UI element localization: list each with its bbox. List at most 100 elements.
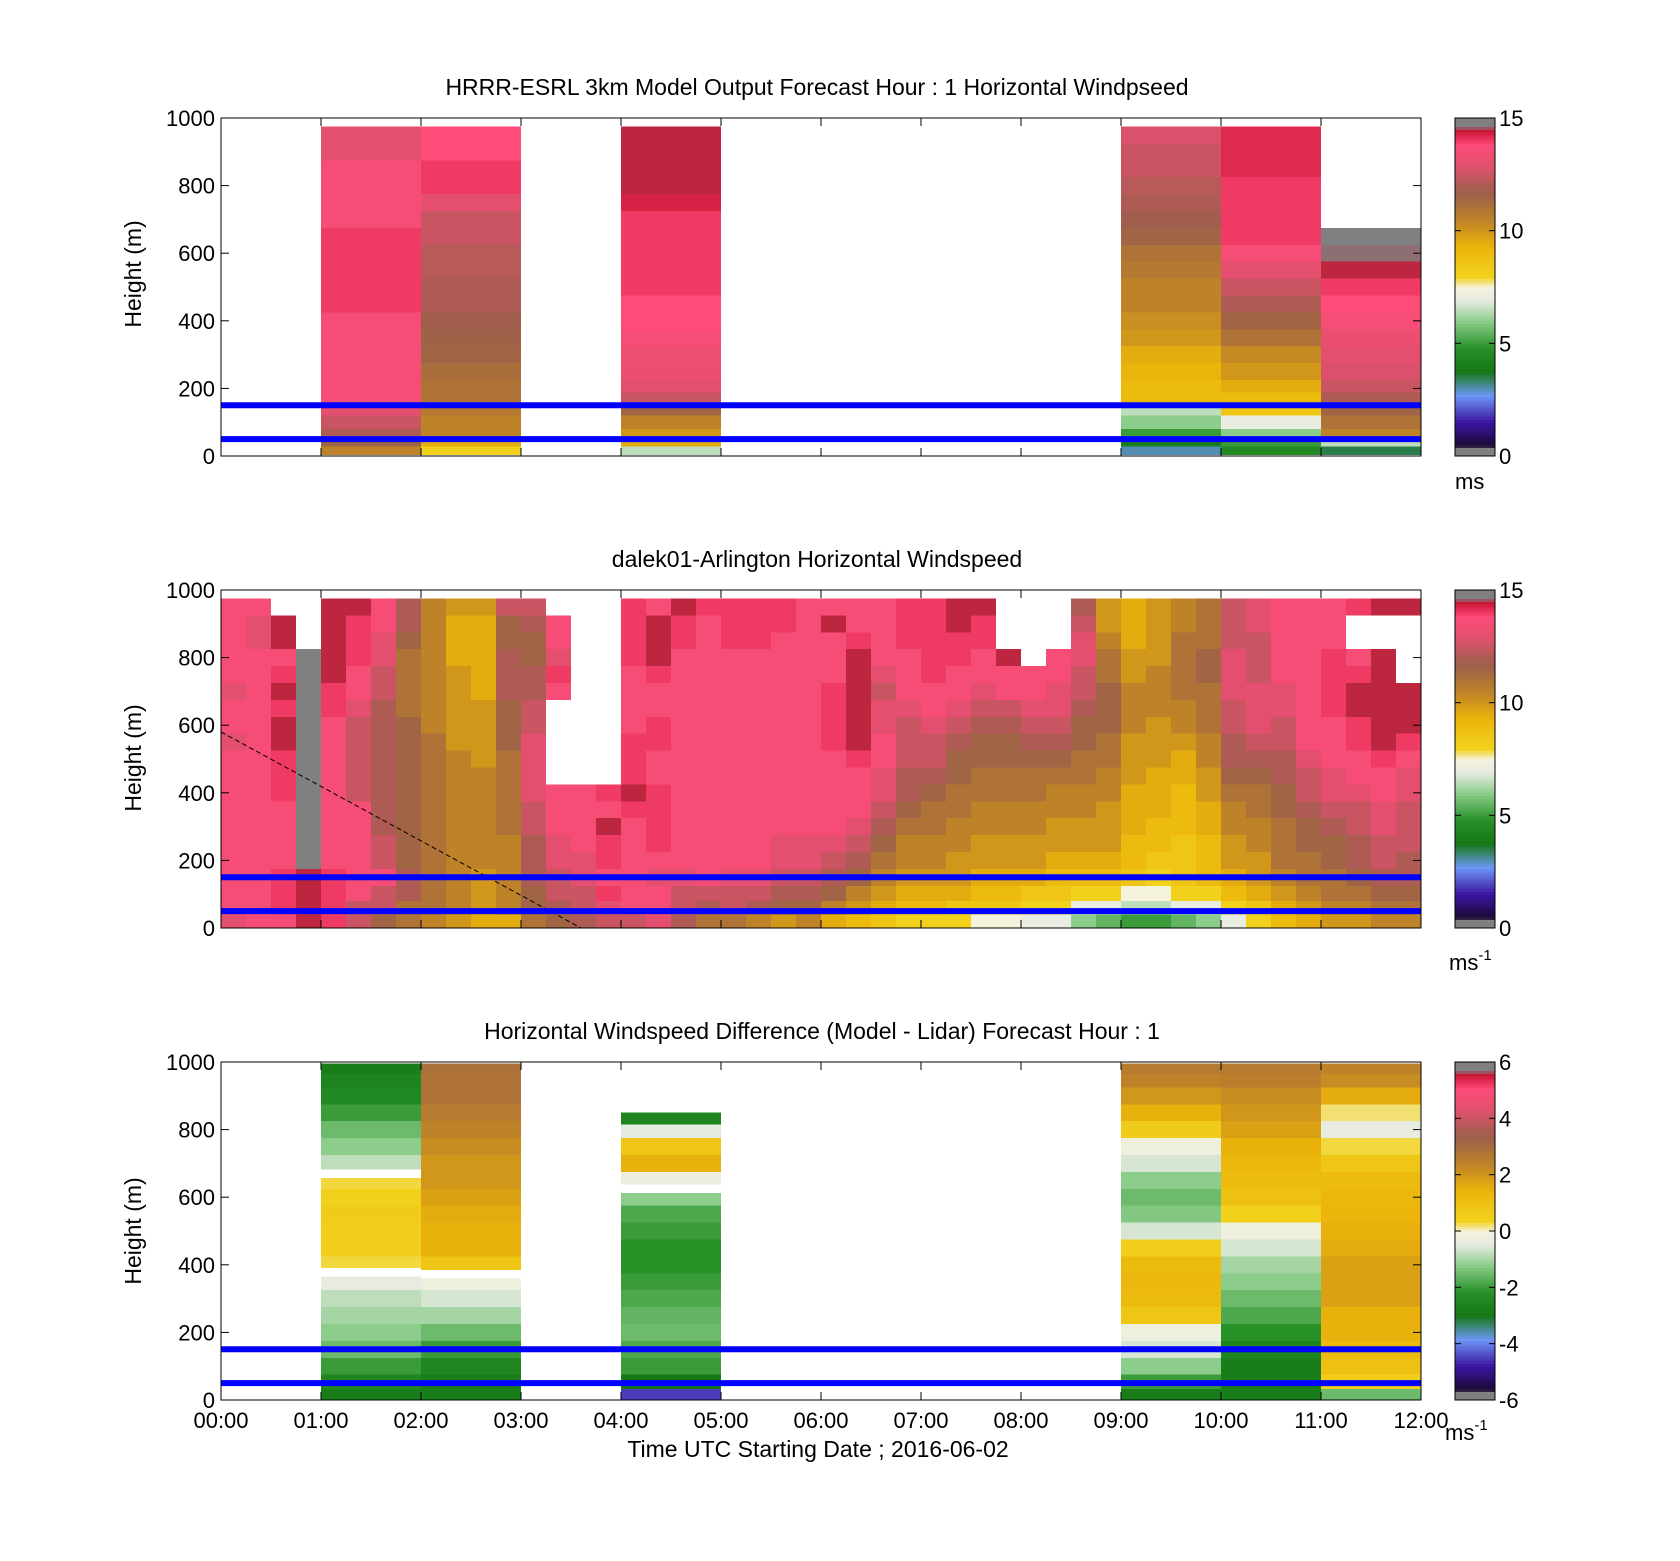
heatmap-cell <box>1121 392 1221 403</box>
heatmap-cell <box>671 699 696 717</box>
colorbar-segment <box>1455 699 1495 704</box>
heatmap-cell <box>1071 801 1096 819</box>
heatmap-cell <box>1046 851 1071 869</box>
heatmap-cell <box>221 914 246 928</box>
colorbar-segment <box>1455 365 1495 370</box>
heatmap-cell <box>896 885 921 901</box>
heatmap-cell <box>1096 632 1121 650</box>
colorbar-segment <box>1455 595 1495 600</box>
heatmap-cell <box>846 818 871 836</box>
colorbar-segment <box>1455 132 1495 136</box>
heatmap-cell <box>646 851 671 869</box>
heatmap-cell <box>921 818 946 836</box>
heatmap-cell <box>1121 439 1221 447</box>
panel-title: Horizontal Windspeed Difference (Model -… <box>484 1018 1160 1044</box>
heatmap-cells <box>321 126 1421 456</box>
colorbar-segment <box>1455 143 1495 147</box>
heatmap-cell <box>1071 716 1096 734</box>
heatmap-cell <box>1371 716 1396 734</box>
colorbar-segment <box>1455 1309 1495 1314</box>
heatmap-cell <box>296 801 321 819</box>
heatmap-cell <box>921 885 946 901</box>
heatmap-cell <box>771 598 796 616</box>
heatmap-cell <box>396 733 421 751</box>
heatmap-cell <box>321 428 421 440</box>
heatmap-cell <box>1196 885 1221 901</box>
heatmap-cell <box>421 851 446 869</box>
colorbar-segment <box>1455 1301 1495 1305</box>
heatmap-cell <box>1321 784 1346 802</box>
colorbar-segment <box>1455 832 1495 836</box>
heatmap-cell <box>496 649 521 667</box>
colorbar-segment <box>1455 123 1495 128</box>
heatmap-cell <box>771 835 796 852</box>
heatmap-cell <box>996 914 1021 928</box>
colorbar-segment <box>1455 177 1495 181</box>
heatmap-cell <box>671 716 696 734</box>
heatmap-cell <box>921 750 946 768</box>
unit-base: ms <box>1449 950 1478 975</box>
heatmap-cell <box>1121 914 1146 928</box>
y-tick-label: 0 <box>203 916 215 941</box>
colorbar-segment <box>1455 1231 1495 1235</box>
colorbar-segment <box>1455 222 1495 226</box>
heatmap-cell <box>1346 716 1371 734</box>
colorbar-segment <box>1455 1315 1495 1319</box>
heatmap-cell <box>371 716 396 734</box>
heatmap-cell <box>321 682 346 700</box>
colorbar-segment <box>1455 284 1495 288</box>
colorbar-segment <box>1455 298 1495 302</box>
heatmap-cell <box>1246 835 1271 852</box>
heatmap-cell <box>721 914 746 928</box>
heatmap-cell <box>321 379 421 393</box>
colorbar-segment <box>1455 1329 1495 1333</box>
colorbar-segment <box>1455 408 1495 412</box>
heatmap-cell <box>496 615 521 633</box>
colorbar-segment <box>1455 134 1495 139</box>
heatmap-cell <box>1321 1087 1421 1105</box>
heatmap-cell <box>1121 598 1146 616</box>
colorbar-segment <box>1455 292 1495 297</box>
heatmap-cell <box>1171 801 1196 819</box>
heatmap-cell <box>1246 784 1271 802</box>
heatmap-cell <box>446 835 471 852</box>
colorbar-segment <box>1455 385 1495 389</box>
heatmap-cell <box>1121 632 1146 650</box>
heatmap-cell <box>621 649 646 667</box>
heatmap-cell <box>321 1357 421 1375</box>
colorbar-segment <box>1455 1115 1495 1119</box>
heatmap-cell <box>1021 682 1046 700</box>
colorbar: 0 5 10 15 <box>1454 578 1523 941</box>
colorbar-segment <box>1455 606 1495 611</box>
heatmap-cell <box>1396 733 1421 751</box>
heatmap-cell <box>571 784 596 802</box>
heatmap-cell <box>621 346 721 364</box>
heatmap-cell <box>1096 666 1121 683</box>
heatmap-cell <box>1371 767 1396 785</box>
heatmap-cell <box>621 1154 721 1172</box>
heatmap-cell <box>1096 615 1121 633</box>
heatmap-cell <box>1096 598 1121 616</box>
heatmap-cell <box>971 784 996 802</box>
heatmap-cell <box>421 1239 521 1257</box>
heatmap-cell <box>1096 801 1121 819</box>
heatmap-cell <box>246 767 271 785</box>
heatmap-cell <box>1346 666 1371 683</box>
colorbar-segment <box>1455 702 1495 707</box>
heatmap-cell <box>921 649 946 667</box>
heatmap-cell <box>321 1290 421 1308</box>
heatmap-cell <box>521 750 546 768</box>
heatmap-cell <box>1271 767 1296 785</box>
heatmap-cell <box>1171 649 1196 667</box>
colorbar-segment <box>1455 1132 1495 1136</box>
heatmap-cell <box>871 851 896 869</box>
heatmap-cell <box>346 666 371 683</box>
heatmap-cell <box>1321 244 1421 262</box>
heatmap-cell <box>771 914 796 928</box>
colorbar-segment <box>1455 646 1495 650</box>
heatmap-cell <box>1246 851 1271 869</box>
colorbar-segment <box>1455 880 1495 884</box>
heatmap-cell <box>421 1205 521 1223</box>
heatmap-cell <box>896 598 921 616</box>
heatmap-cell <box>846 835 871 852</box>
